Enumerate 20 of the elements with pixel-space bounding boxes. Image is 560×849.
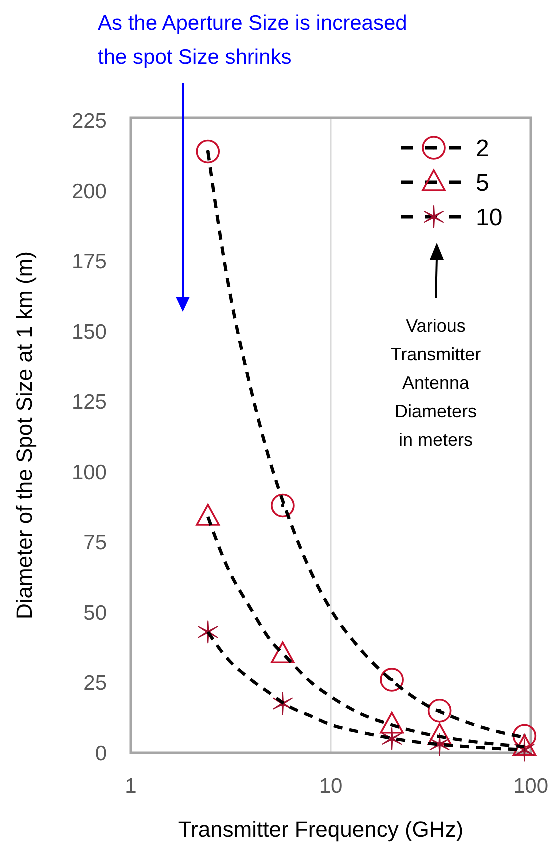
y-tick-label: 50 xyxy=(84,602,107,625)
x-tick-label: 100 xyxy=(513,775,549,798)
y-tick-label: 125 xyxy=(72,391,107,414)
y-tick-label: 100 xyxy=(72,461,107,484)
legend-label: 10 xyxy=(476,204,503,232)
x-axis-title: Transmitter Frequency (GHz) xyxy=(178,817,464,842)
y-tick-label: 175 xyxy=(72,250,107,274)
legend-label: 5 xyxy=(476,170,490,197)
legend-label: 2 xyxy=(476,135,490,162)
x-tick-label: 1 xyxy=(125,775,137,798)
y-tick-label: 0 xyxy=(95,742,107,766)
text: As the Aperture Size is increased the spot Size shrinks xyxy=(98,12,408,69)
y-tick-label: 150 xyxy=(72,320,107,344)
x-tick-label: 10 xyxy=(319,775,343,798)
y-tick-label: 75 xyxy=(84,532,107,555)
annotation: Various Transmitter Antenna Diameters in meters xyxy=(390,316,482,450)
y-tick-label: 25 xyxy=(84,672,107,696)
y-tick-label: 200 xyxy=(72,180,107,204)
y-tick-label: 225 xyxy=(72,110,107,134)
y-axis-title: Diameter of the Spot Size at 1 km (m) xyxy=(12,251,37,620)
